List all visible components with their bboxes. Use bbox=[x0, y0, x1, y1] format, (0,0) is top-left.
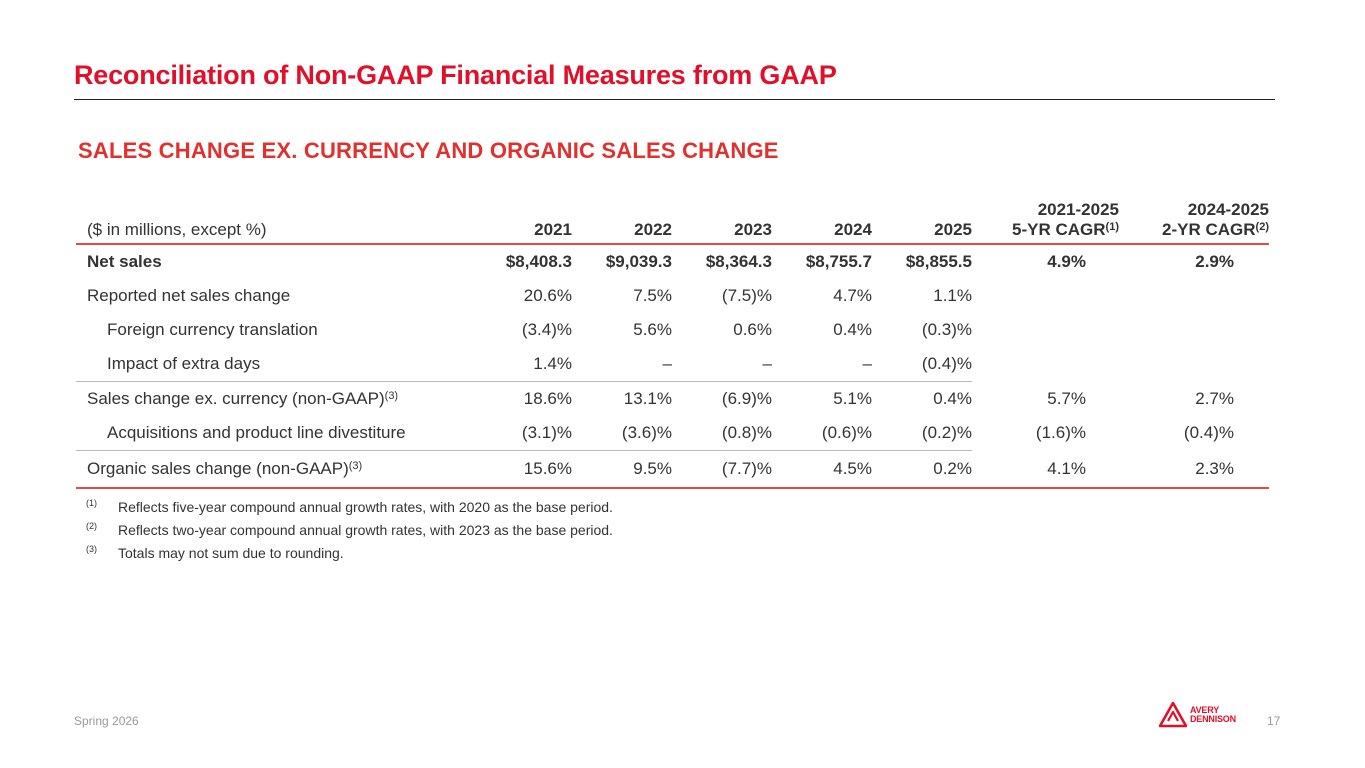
cell-value: $8,855.5 bbox=[905, 252, 972, 271]
cell-value: (0.2)% bbox=[921, 423, 972, 442]
row-label: Impact of extra days bbox=[107, 354, 261, 373]
cell-cagr2: 2.9% bbox=[1195, 252, 1234, 271]
header-2yr-label: 2-YR CAGR(2) bbox=[1162, 220, 1269, 239]
cell-value: 0.4% bbox=[833, 320, 872, 339]
cell-value: (0.3)% bbox=[921, 320, 972, 339]
header-5yr-cagr: 2021-2025 5-YR CAGR(1) bbox=[972, 190, 1121, 244]
cell-value: $8,408.3 bbox=[505, 252, 572, 271]
cell-value: $8,755.7 bbox=[805, 252, 872, 271]
header-year-2023: 2023 bbox=[734, 220, 772, 239]
header-2yr-cagr: 2024-2025 2-YR CAGR(2) bbox=[1121, 190, 1269, 244]
table-header-row: ($ in millions, except %) 2021 2022 2023… bbox=[76, 190, 1269, 244]
row-label: Net sales bbox=[87, 252, 162, 271]
table-row-ex-currency: Sales change ex. currency (non-GAAP)(3) … bbox=[76, 381, 1269, 416]
cell-value: – bbox=[862, 354, 872, 373]
cell-value: $9,039.3 bbox=[605, 252, 672, 271]
table-row-net-sales: Net sales $8,408.3 $9,039.3 $8,364.3 $8,… bbox=[76, 244, 1269, 279]
page-number: 17 bbox=[1267, 714, 1281, 728]
cell-cagr5: 4.1% bbox=[972, 450, 1121, 489]
cell-cagr2 bbox=[1121, 347, 1269, 382]
table-row-reported-change: Reported net sales change 20.6% 7.5% (7.… bbox=[76, 279, 1269, 313]
avery-dennison-logo-icon bbox=[1159, 702, 1187, 728]
footnote-text: Reflects two-year compound annual growth… bbox=[118, 521, 613, 538]
cell-value: 9.5% bbox=[572, 450, 672, 489]
cell-cagr5 bbox=[972, 279, 1121, 313]
cell-cagr2: (0.4)% bbox=[1183, 423, 1234, 443]
header-year-2021: 2021 bbox=[534, 220, 572, 239]
cell-value: $8,364.3 bbox=[705, 252, 772, 271]
cell-value: (0.6)% bbox=[821, 423, 872, 442]
header-5yr-range: 2021-2025 bbox=[1037, 200, 1119, 219]
table-row-acquisitions: Acquisitions and product line divestitur… bbox=[76, 416, 1269, 451]
cell-value: 1.1% bbox=[933, 286, 972, 305]
cell-value: – bbox=[662, 354, 672, 373]
cell-value: (6.9)% bbox=[672, 381, 772, 416]
brand-logo: AVERY DENNISON bbox=[1159, 702, 1236, 728]
cell-cagr2: 2.3% bbox=[1121, 450, 1269, 489]
cell-value: 15.6% bbox=[476, 450, 572, 489]
cell-value: 4.5% bbox=[772, 450, 872, 489]
title-divider bbox=[74, 99, 1275, 100]
cell-value: 5.1% bbox=[772, 381, 872, 416]
cell-cagr5 bbox=[972, 347, 1121, 382]
footnote-1: (1) Reflects five-year compound annual gr… bbox=[86, 495, 613, 518]
cell-cagr2: 2.7% bbox=[1195, 388, 1234, 408]
row-label: Reported net sales change bbox=[87, 286, 291, 305]
cell-value: (3.6)% bbox=[621, 423, 672, 442]
footnote-2: (2) Reflects two-year compound annual gro… bbox=[86, 518, 613, 541]
footnotes: (1) Reflects five-year compound annual gr… bbox=[86, 495, 613, 564]
footnote-mark: (1) bbox=[86, 497, 97, 508]
row-label: Sales change ex. currency (non-GAAP)(3) bbox=[76, 381, 476, 416]
footnote-3: (3) Totals may not sum due to rounding. bbox=[86, 541, 613, 564]
footnote-text: Reflects five-year compound annual growt… bbox=[118, 498, 613, 515]
cell-value: – bbox=[762, 354, 772, 373]
cell-cagr5: (1.6)% bbox=[1035, 423, 1086, 443]
row-label: Foreign currency translation bbox=[107, 320, 318, 339]
row-label: Organic sales change (non-GAAP)(3) bbox=[76, 450, 476, 489]
footnote-text: Totals may not sum due to rounding. bbox=[118, 544, 344, 561]
cell-value: 0.2% bbox=[872, 450, 972, 489]
header-year-2024: 2024 bbox=[834, 220, 872, 239]
header-5yr-label: 5-YR CAGR(1) bbox=[1012, 220, 1119, 239]
cell-value: (7.5)% bbox=[721, 286, 772, 305]
page-title: Reconciliation of Non-GAAP Financial Mea… bbox=[74, 60, 837, 90]
header-year-2025: 2025 bbox=[934, 220, 972, 239]
logo-wordmark: AVERY DENNISON bbox=[1190, 705, 1236, 724]
cell-value: (0.8)% bbox=[721, 423, 772, 442]
footnote-mark: (2) bbox=[86, 520, 97, 531]
cell-value: 0.4% bbox=[872, 381, 972, 416]
cell-value: 18.6% bbox=[476, 381, 572, 416]
cell-value: 5.6% bbox=[633, 320, 672, 339]
cell-cagr2 bbox=[1121, 279, 1269, 313]
cell-cagr2 bbox=[1121, 313, 1269, 347]
cell-value: (7.7)% bbox=[672, 450, 772, 489]
footnote-mark: (3) bbox=[86, 543, 97, 554]
cell-value: (0.4)% bbox=[921, 354, 972, 373]
section-title: SALES CHANGE EX. CURRENCY AND ORGANIC SA… bbox=[78, 138, 779, 163]
cell-value: 20.6% bbox=[523, 286, 572, 305]
cell-cagr5: 4.9% bbox=[1047, 252, 1086, 271]
cell-cagr5 bbox=[972, 313, 1121, 347]
cell-value: 7.5% bbox=[633, 286, 672, 305]
table-row-fx-translation: Foreign currency translation (3.4)% 5.6%… bbox=[76, 313, 1269, 347]
cell-value: 4.7% bbox=[833, 286, 872, 305]
footer-date: Spring 2026 bbox=[74, 714, 139, 728]
table-row-organic: Organic sales change (non-GAAP)(3) 15.6%… bbox=[76, 450, 1269, 489]
cell-cagr5: 5.7% bbox=[1047, 388, 1086, 408]
cell-value: (3.1)% bbox=[521, 423, 572, 442]
cell-value: (3.4)% bbox=[521, 320, 572, 339]
cell-value: 1.4% bbox=[533, 354, 572, 373]
header-year-2022: 2022 bbox=[634, 220, 672, 239]
sales-change-table: ($ in millions, except %) 2021 2022 2023… bbox=[76, 190, 1269, 489]
row-label: Acquisitions and product line divestitur… bbox=[107, 423, 406, 442]
table-row-extra-days: Impact of extra days 1.4% – – – (0.4)% bbox=[76, 347, 1269, 382]
cell-value: 0.6% bbox=[733, 320, 772, 339]
cell-value: 13.1% bbox=[572, 381, 672, 416]
header-label: ($ in millions, except %) bbox=[87, 220, 267, 239]
header-2yr-range: 2024-2025 bbox=[1187, 200, 1269, 219]
